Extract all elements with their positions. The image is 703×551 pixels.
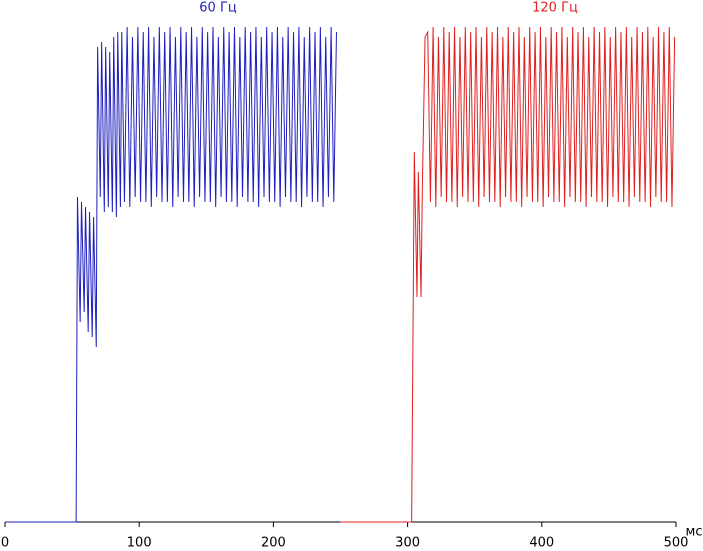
series-label: 60 Гц bbox=[199, 1, 237, 16]
x-tick-label: 400 bbox=[529, 536, 554, 551]
x-axis-label: мс bbox=[686, 525, 703, 540]
series-line bbox=[340, 26, 676, 523]
x-tick-label: 200 bbox=[261, 536, 286, 551]
x-tick-label: 500 bbox=[664, 536, 689, 551]
x-tick-label: 0 bbox=[1, 536, 9, 551]
series-label: 120 Гц bbox=[532, 1, 578, 16]
x-tick-label: 100 bbox=[127, 536, 152, 551]
x-tick-label: 300 bbox=[395, 536, 420, 551]
series-line bbox=[5, 26, 337, 523]
